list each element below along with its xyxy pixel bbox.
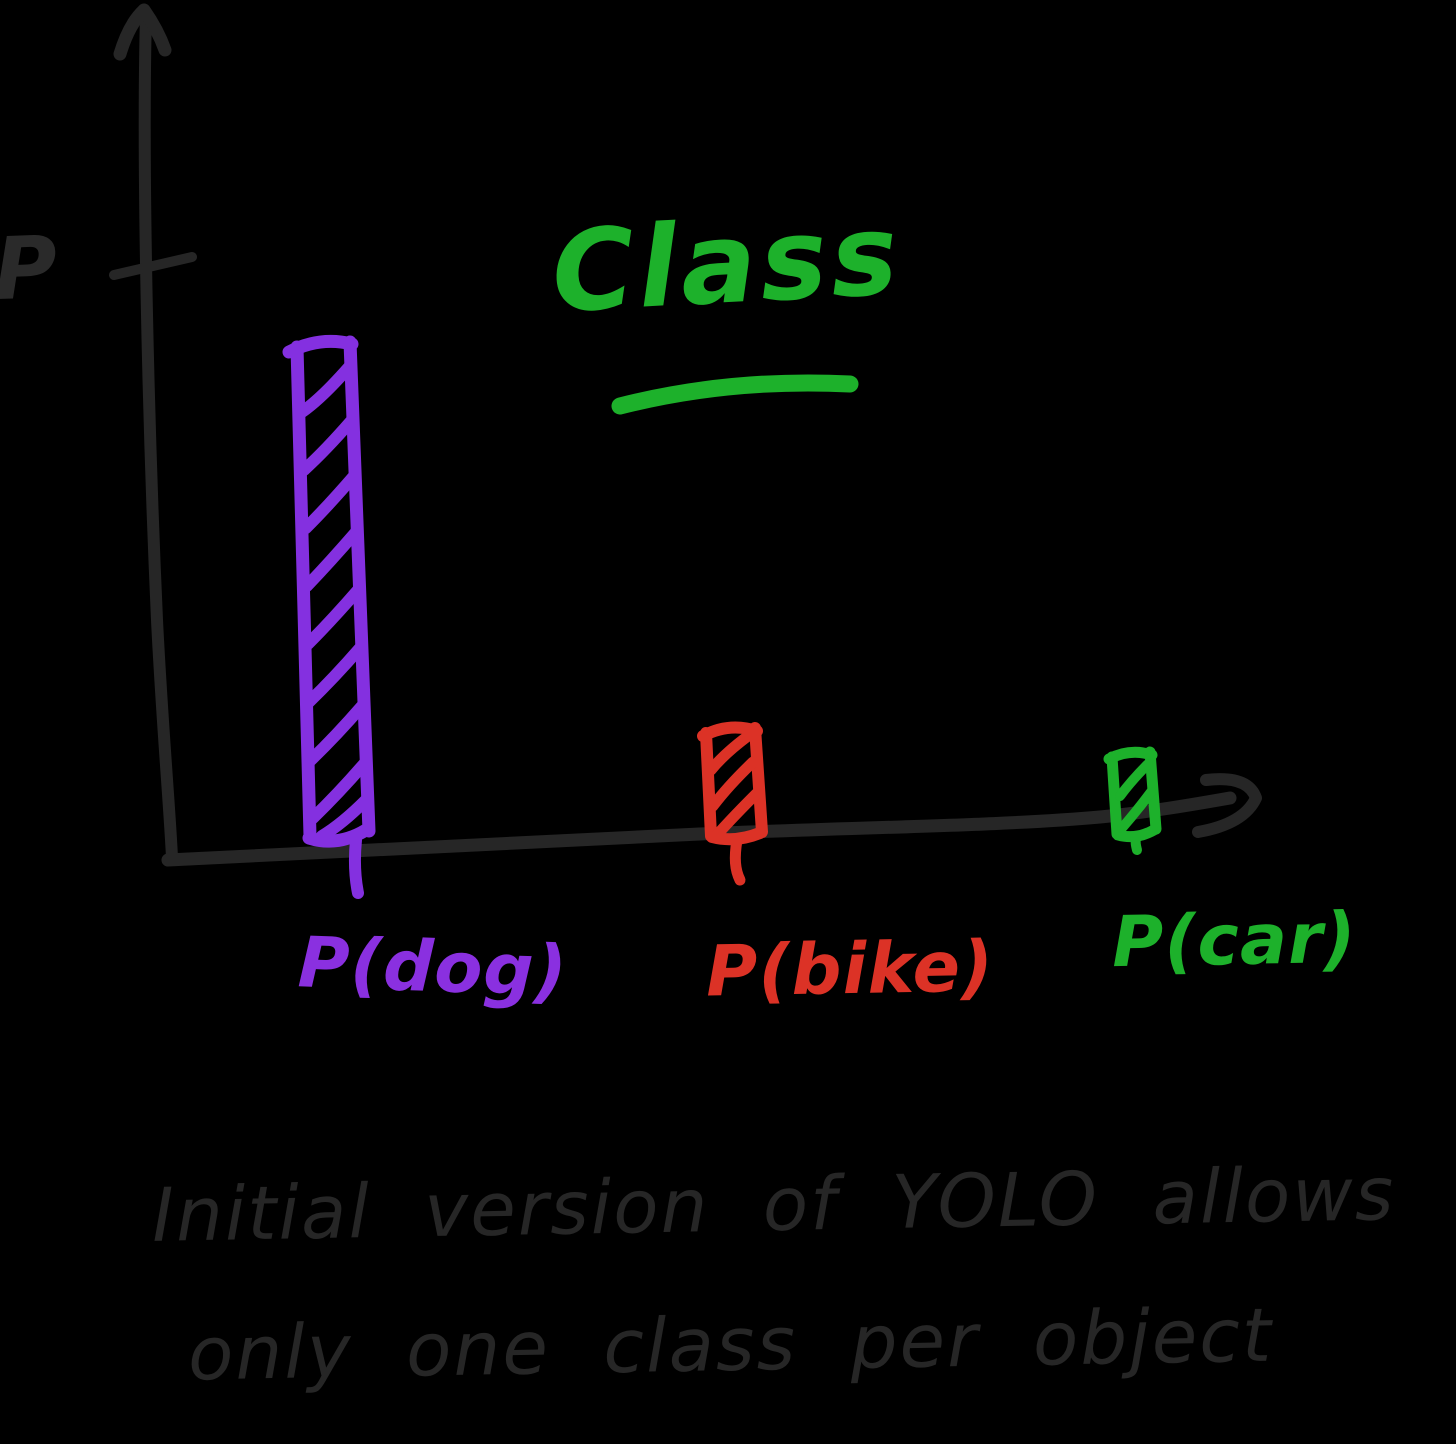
bar-dog-hatching bbox=[296, 360, 372, 842]
bar-bike-outline bbox=[697, 721, 768, 846]
y-axis-arrowhead-icon bbox=[113, 3, 172, 61]
y-axis bbox=[109, 3, 197, 864]
bar-car bbox=[1103, 746, 1162, 855]
bar-label-car: P(car) bbox=[1111, 896, 1358, 984]
bar-dog bbox=[282, 334, 376, 899]
bar-bike bbox=[697, 721, 768, 886]
bar-bike-hatching bbox=[705, 730, 762, 842]
title-underline bbox=[611, 374, 859, 415]
bar-car-tick bbox=[1130, 831, 1142, 855]
bar-dog-tick bbox=[348, 834, 364, 899]
bar-label-dog: P(dog) bbox=[296, 921, 569, 1013]
x-axis-arrowhead-icon bbox=[1192, 773, 1262, 838]
caption-line-1: Initial version of YOLO allows bbox=[151, 1151, 1397, 1259]
y-axis-line bbox=[138, 10, 178, 864]
bar-car-hatching bbox=[1115, 759, 1156, 833]
y-axis-label: P bbox=[0, 217, 60, 321]
y-axis-tick bbox=[109, 252, 197, 280]
caption-line-2: only one class per object bbox=[187, 1292, 1274, 1398]
chart-title: Class bbox=[548, 189, 905, 339]
bar-bike-tick bbox=[729, 834, 746, 886]
bar-label-bike: P(bike) bbox=[705, 925, 995, 1013]
